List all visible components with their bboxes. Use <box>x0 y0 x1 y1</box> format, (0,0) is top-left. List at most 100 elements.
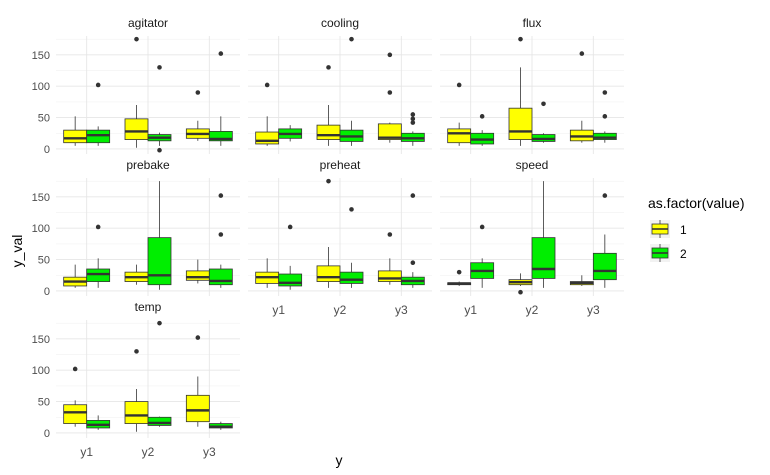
box-body <box>147 416 172 426</box>
box-body <box>592 252 617 281</box>
outlier-point <box>387 90 393 95</box>
outlier-point <box>541 101 546 107</box>
outlier-point <box>195 335 201 340</box>
y-tick-label: 50 <box>38 397 50 409</box>
y-tick-label: 100 <box>32 81 50 93</box>
legend-label: 2 <box>680 247 687 261</box>
facet-label-flux: flux <box>523 16 542 30</box>
outlier-point <box>72 366 78 372</box>
box-y1-1 <box>255 82 280 146</box>
facet-label-speed: speed <box>516 158 549 172</box>
facet-cooling: cooling <box>248 16 432 154</box>
box-body <box>377 270 402 282</box>
box-body <box>124 401 149 424</box>
box-y1-1 <box>63 264 88 288</box>
x-tick-label: y3 <box>587 303 600 317</box>
box-y2-2 <box>339 36 364 146</box>
box-y3-2 <box>592 90 617 143</box>
y-tick-label: 100 <box>32 365 50 377</box>
box-y3-1 <box>185 335 210 427</box>
outlier-point <box>218 193 224 198</box>
legend-label: 1 <box>680 223 687 237</box>
outlier-point <box>157 147 162 153</box>
box-body <box>508 107 533 140</box>
box-body <box>339 271 364 284</box>
box-y3-1 <box>569 275 594 286</box>
box-body <box>278 273 303 287</box>
box-body <box>208 131 233 142</box>
x-tick-label: y2 <box>526 303 539 317</box>
box-y1-2 <box>86 82 111 146</box>
facet-label-agitator: agitator <box>128 16 168 30</box>
box-body <box>86 268 111 282</box>
facet-label-temp: temp <box>135 300 162 314</box>
outlier-point <box>326 65 331 70</box>
facet-preheat: preheat y1 y2 y3 <box>248 158 432 317</box>
box-body <box>185 394 210 423</box>
box-y3-1 <box>185 90 210 141</box>
box-y2-1 <box>316 65 341 146</box>
y-tick-label: 150 <box>32 50 50 62</box>
box-y1-1 <box>63 366 88 427</box>
box-body <box>377 123 402 140</box>
box-y2-1 <box>316 178 341 288</box>
facet-flux: flux <box>440 16 624 154</box>
box-body <box>531 237 556 279</box>
outlier-point <box>410 260 416 266</box>
box-y1-2 <box>470 114 495 146</box>
box-y3-2 <box>400 193 425 288</box>
y-tick-label: 0 <box>44 144 50 156</box>
outlier-point <box>387 52 393 58</box>
x-axis-title: y <box>336 452 343 468</box>
box-body <box>185 270 210 281</box>
box-y2-1 <box>124 264 149 285</box>
box-y3-2 <box>208 51 233 146</box>
box-y3-2 <box>208 421 233 430</box>
facet-speed: speed y1 y2 y3 <box>440 158 624 317</box>
outlier-point <box>456 269 462 275</box>
outlier-point <box>195 90 201 95</box>
outlier-point <box>410 112 416 117</box>
box-y2-1 <box>508 36 533 146</box>
box-body <box>86 129 111 144</box>
box-body <box>147 237 172 286</box>
legend-item-1: 1 <box>650 220 687 238</box>
box-y3-2 <box>208 193 233 288</box>
outlier-point <box>218 232 224 237</box>
outlier-point <box>349 36 354 42</box>
box-y1-2 <box>278 224 303 290</box>
legend-title: as.factor(value) <box>648 195 744 211</box>
box-y1-2 <box>86 415 111 430</box>
y-tick-label: 50 <box>38 113 50 125</box>
box-body <box>447 128 472 144</box>
box-y3-1 <box>377 52 402 143</box>
y-tick-label: 50 <box>38 255 50 267</box>
y-axis-title: y_val <box>9 235 25 268</box>
x-tick-label: y3 <box>395 303 408 317</box>
outlier-point <box>287 224 293 230</box>
y-tick-label: 100 <box>32 223 50 235</box>
y-tick-label: 0 <box>44 286 50 298</box>
outlier-point <box>218 51 224 56</box>
outlier-point <box>602 114 608 119</box>
outlier-point <box>387 232 393 237</box>
facet-label-prebake: prebake <box>126 158 170 172</box>
box-body <box>124 118 149 140</box>
x-tick-label: y1 <box>80 445 93 459</box>
facet-temp: temp 0 50 100 150 y1 y2 y3 <box>32 300 240 459</box>
box-y1-2 <box>86 224 111 288</box>
box-y3-1 <box>185 259 210 284</box>
outlier-point <box>518 289 523 295</box>
outlier-point <box>95 224 101 230</box>
x-tick-label: y2 <box>334 303 347 317</box>
outlier-point <box>326 178 331 184</box>
box-y3-2 <box>400 112 425 146</box>
y-tick-label: 150 <box>32 334 50 346</box>
facet-label-preheat: preheat <box>320 158 361 172</box>
outlier-point <box>410 116 416 122</box>
outlier-point <box>134 36 139 42</box>
outlier-point <box>456 82 462 88</box>
box-y1-2 <box>278 125 303 142</box>
facet-agitator: agitator 0 50 100 150 <box>32 16 240 156</box>
outlier-point <box>410 193 416 198</box>
